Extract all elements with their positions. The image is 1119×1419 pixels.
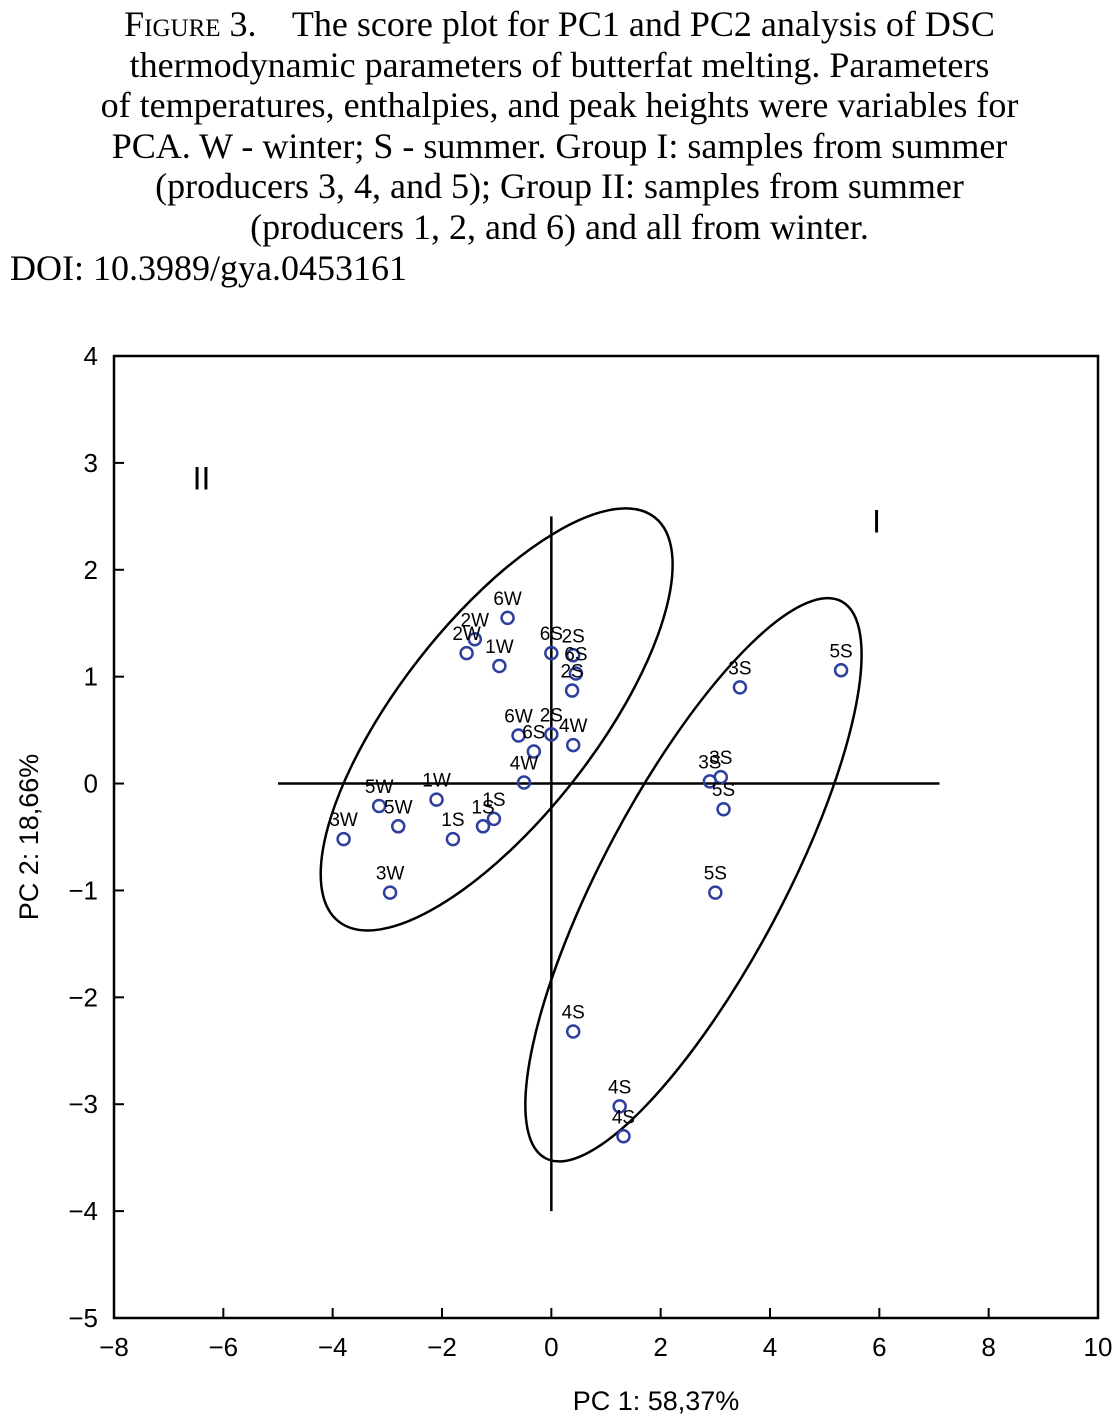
x-tick-label: 4 (763, 1332, 777, 1362)
data-point (382, 885, 398, 900)
x-tick-label: 6 (872, 1332, 886, 1362)
data-point (612, 1099, 627, 1114)
pca-score-plot: −8 −6 −4 −2 0 2 4 6 8 10 −5 −4 −3 −2 −1 0 1 2 3 4 PC 1: 58,3… (14, 341, 1113, 1416)
data-point-label: 6W (493, 589, 522, 610)
figure-label: Figure 3. (124, 4, 257, 44)
data-point (500, 610, 515, 626)
y-tick-label: −4 (68, 1196, 98, 1226)
y-tick-label: 1 (84, 662, 98, 692)
data-point-label: 6S (522, 722, 545, 743)
doi-text: DOI: 10.3989/gya.0453161 (10, 248, 407, 288)
data-point (511, 728, 526, 743)
data-point-label: 5S (829, 641, 852, 662)
data-point-label: 2W (452, 624, 481, 645)
data-point (475, 819, 491, 834)
data-point (565, 1024, 581, 1039)
caption-line: (producers 3, 4, and 5); Group II: sampl… (155, 166, 964, 206)
data-point-label: 2W (461, 610, 490, 631)
data-point (568, 666, 584, 681)
group-label: I (872, 503, 881, 539)
y-tick-label: 0 (84, 769, 98, 799)
data-point (486, 811, 502, 827)
y-tick-label: 3 (84, 448, 98, 478)
data-point (833, 663, 849, 678)
x-tick-label: 10 (1084, 1332, 1113, 1362)
caption-line: Figure 3. The score plot for PC1 and PC2… (0, 4, 1119, 45)
y-tick-label: −3 (68, 1089, 98, 1119)
data-point-label: 2S (540, 705, 563, 726)
data-point (371, 798, 387, 814)
caption-line: thermodynamic parameters of butterfat me… (129, 44, 990, 85)
data-point-label: 3W (329, 810, 358, 831)
data-point (492, 658, 507, 674)
data-point-label: 3S (728, 658, 751, 679)
y-tick-label: −5 (68, 1303, 98, 1333)
figure-caption: Figure 3. The score plot for PC1 and PC2… (0, 4, 1119, 247)
data-point-label: 4W (510, 753, 539, 774)
caption-text: The score plot for PC1 and PC2 analysis … (291, 4, 995, 44)
data-point-label: 6S (540, 624, 563, 645)
data-point-label: 5S (704, 864, 727, 885)
data-point (732, 680, 748, 695)
data-point (702, 774, 718, 789)
data-point (716, 801, 731, 817)
caption-line: PCA. W - winter; S - summer. Group I: sa… (111, 125, 1008, 166)
data-point (544, 645, 559, 661)
data-point (516, 775, 532, 790)
y-axis-title: PC 2: 18,66% (14, 754, 44, 921)
data-point-label: 1W (485, 637, 514, 658)
group-i-ellipse (524, 596, 863, 1163)
data-point (544, 727, 559, 742)
y-tick-label: 4 (84, 341, 98, 371)
caption-line: (producers 1, 2, and 6) and all from win… (250, 206, 869, 247)
data-point-label: 4S (608, 1077, 631, 1098)
x-tick-label: 0 (544, 1332, 558, 1362)
plot-frame (112, 354, 1100, 1320)
data-point-label: 2S (562, 626, 585, 647)
group-label: II (193, 461, 211, 497)
x-tick-label: −8 (99, 1332, 129, 1362)
data-point (336, 831, 351, 847)
y-tick-label: 2 (84, 555, 98, 585)
data-point-label: 5W (384, 797, 413, 818)
data-point (445, 831, 461, 847)
data-point (429, 792, 444, 807)
y-tick-label: −2 (68, 982, 98, 1012)
data-point-label: 2S (560, 662, 583, 683)
data-point (467, 632, 483, 647)
data-point-label: 3W (376, 864, 405, 885)
x-tick-label: 2 (653, 1332, 667, 1362)
data-point-label: 4S (562, 1003, 585, 1024)
x-tick-label: −4 (318, 1332, 348, 1362)
data-point-label: 5W (365, 777, 394, 798)
data-point-label: 6S (564, 644, 587, 665)
data-point-label: 5S (712, 780, 735, 801)
data-point (565, 737, 581, 753)
data-point-label: 1W (422, 771, 451, 792)
data-point (391, 819, 406, 834)
data-point-label: 1S (482, 790, 505, 811)
data-point (616, 1129, 631, 1144)
data-point (565, 648, 581, 663)
x-tick-label: −2 (427, 1332, 457, 1362)
group-ii-ellipse (319, 507, 674, 932)
data-point-label: 3S (698, 752, 721, 773)
caption-line: of temperatures, enthalpies, and peak he… (100, 85, 1019, 125)
data-point-label: 1S (471, 797, 494, 818)
data-point (564, 683, 580, 698)
data-point (459, 645, 474, 661)
data-point-label: 4S (612, 1107, 635, 1128)
data-point (526, 744, 542, 759)
data-point-label: 6W (504, 706, 533, 727)
x-axis-title: PC 1: 58,37% (573, 1386, 740, 1416)
data-point (708, 885, 723, 900)
data-point-label: 4W (559, 716, 588, 737)
y-tick-label: −1 (68, 875, 98, 905)
data-point-label: 1S (441, 810, 464, 831)
data-point-label: 3S (709, 748, 732, 769)
x-tick-label: −6 (209, 1332, 239, 1362)
x-tick-label: 8 (981, 1332, 995, 1362)
